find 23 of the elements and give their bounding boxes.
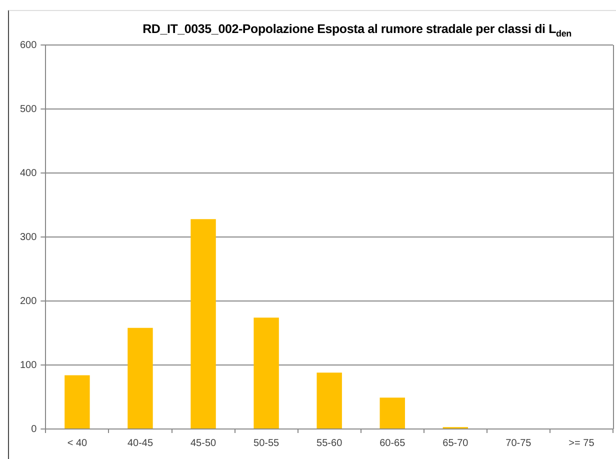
- bar: [316, 372, 342, 428]
- bar: [254, 318, 279, 428]
- bar: [380, 398, 405, 428]
- y-tick-label: 100: [20, 360, 38, 371]
- x-tick-label: 70-75: [506, 438, 532, 449]
- x-tick-label: 40-45: [127, 438, 154, 449]
- bar: [190, 219, 216, 428]
- y-tick-label: 200: [20, 296, 38, 307]
- bar: [128, 328, 153, 428]
- x-tick-label: 65-70: [442, 438, 469, 449]
- x-tick-label: 45-50: [190, 438, 216, 449]
- y-tick-label: 300: [20, 232, 38, 243]
- y-tick-label: 600: [20, 40, 38, 51]
- x-tick-label: 60-65: [380, 438, 406, 449]
- x-tick-label: 50-55: [254, 438, 280, 449]
- y-tick-label: 0: [31, 424, 38, 435]
- x-tick-label: < 40: [67, 438, 88, 449]
- x-tick-label: >= 75: [568, 438, 595, 449]
- x-tick-label: 55-60: [316, 438, 343, 449]
- y-tick-label: 500: [20, 104, 38, 115]
- bar: [64, 375, 90, 428]
- chart-title: RD_IT_0035_002-Popolazione Esposta al rumore stradale per classi di L$_{den}$: [142, 22, 572, 38]
- y-tick-label: 400: [20, 168, 38, 179]
